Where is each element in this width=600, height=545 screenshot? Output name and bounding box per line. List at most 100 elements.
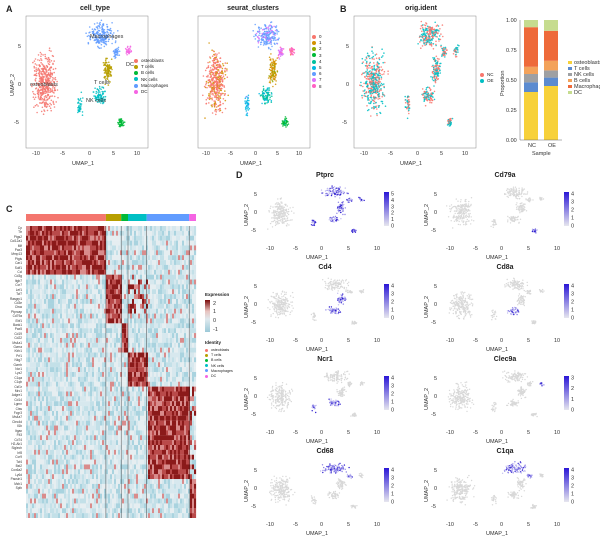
umap-point [432,79,435,82]
umap-point [210,79,213,81]
heatmap-gene-label: Bank1 [12,322,22,327]
heatmap-cell [52,226,55,231]
heatmap-cell [104,303,107,309]
umap-point [381,83,384,86]
umap-point [383,70,386,73]
heatmap-cell [64,226,67,231]
heatmap-gene-label: Ebf1 [15,318,22,323]
umap-point [246,107,248,110]
heatmap-cell [114,264,117,270]
umap-point [107,84,110,86]
heatmap-cell [52,318,55,324]
heatmap-cell [140,303,143,309]
umap-point [99,21,101,24]
heatmap-cell [28,279,31,285]
heatmap-cell [192,245,195,251]
umap-point [43,92,45,95]
heatmap-cell [190,274,193,280]
umap-point [368,64,371,67]
heatmap-cell [190,269,193,275]
heatmap-cell [106,260,109,266]
heatmap-cell [150,294,153,300]
heatmap-cell [58,226,61,231]
umap-point [39,51,42,54]
umap-point [95,36,97,39]
bar-segment-OE-1 [544,77,558,86]
heatmap-cell [46,260,49,266]
heatmap-cell [30,328,33,334]
heatmap-cell [60,308,63,314]
umap-point [42,79,44,82]
heatmap-cell [50,235,53,241]
umap-point [372,79,374,82]
heatmap-cell [48,274,51,280]
heatmap-cell [144,313,147,319]
heatmap-cell [154,269,157,275]
heatmap-cell [58,318,61,324]
umap-point [370,75,373,77]
heatmap-cell [106,255,109,261]
heatmap-cell [98,299,101,304]
umap-point [430,44,432,46]
heatmap-cell [114,328,117,334]
heatmap-cell [160,284,163,290]
umap-point [224,93,226,95]
umap-point [48,84,50,86]
heatmap-cell [36,323,39,329]
umap-point [130,50,132,53]
umap-point [117,46,120,49]
umap-point [272,60,275,63]
heatmap-cell [126,294,129,300]
heatmap-cell [96,289,99,295]
heatmap-cell [68,284,71,290]
umap-point [377,94,380,96]
umap-point [47,73,50,75]
heatmap-cell [62,269,65,275]
umap-point [109,71,112,73]
heatmap-cell [190,318,193,324]
heatmap-cell [50,260,53,266]
umap-point [100,102,102,104]
heatmap-cell [64,264,67,270]
heatmap-cell [146,328,149,334]
heatmap-cell [174,250,177,256]
heatmap-cell [174,235,177,241]
heatmap-gene-label: Cd3g [14,274,22,279]
heatmap-cell [44,279,47,285]
heatmap-cell [26,269,29,275]
heatmap-gene-label: Cd22 [14,336,22,341]
heatmap-cell [142,289,145,295]
umap-point [373,90,375,92]
heatmap-cell [100,284,103,290]
heatmap-cell [122,289,125,295]
heatmap-cell [164,245,167,251]
heatmap-cell [84,260,87,266]
heatmap-cell [44,308,47,314]
umap-point [35,68,38,71]
heatmap-cell [32,289,35,295]
heatmap-cell [126,323,129,329]
umap-point [262,44,265,46]
umap-point [109,81,111,83]
umap-point [216,61,219,64]
heatmap-cell [170,299,173,304]
umap-point [101,33,103,36]
heatmap-cell [156,323,159,329]
umap-point [45,57,48,60]
umap-point [100,88,102,91]
heatmap-cell [28,294,31,300]
heatmap-cell [60,269,63,275]
umap-point [45,69,48,72]
umap-point [41,75,44,77]
heatmap-cell [90,308,93,314]
umap-point [365,77,368,80]
heatmap-cell [84,255,87,261]
heatmap-cell [88,303,91,309]
umap-point [53,81,56,83]
umap-point [269,32,272,35]
heatmap-cell [84,230,87,236]
umap-point [374,86,377,88]
umap-point [374,72,376,74]
heatmap-cell [92,299,95,304]
umap-point [118,122,120,124]
